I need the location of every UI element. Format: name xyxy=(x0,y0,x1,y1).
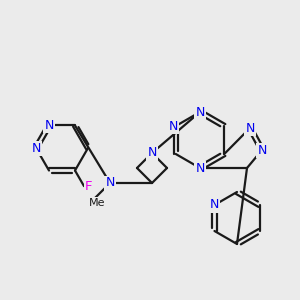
Text: Me: Me xyxy=(89,198,105,208)
Text: N: N xyxy=(195,161,205,175)
Text: N: N xyxy=(195,106,205,118)
Text: N: N xyxy=(105,176,115,190)
Text: N: N xyxy=(44,119,54,132)
Text: N: N xyxy=(31,142,41,154)
Text: N: N xyxy=(245,122,255,134)
Text: N: N xyxy=(210,199,219,212)
Text: F: F xyxy=(85,180,93,193)
Text: N: N xyxy=(257,143,267,157)
Text: N: N xyxy=(147,146,157,160)
Text: N: N xyxy=(169,119,178,133)
